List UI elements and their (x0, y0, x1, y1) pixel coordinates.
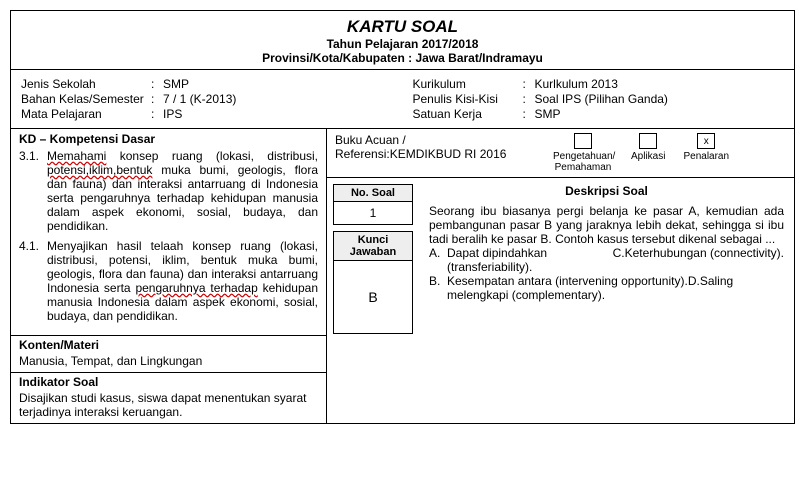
soal-stem: Seorang ibu biasanya pergi belanja ke pa… (429, 204, 784, 246)
year: Tahun Pelajaran 2017/2018 (11, 37, 794, 51)
indikator-header: Indikator Soal (11, 372, 326, 391)
header-block: KARTU SOAL Tahun Pelajaran 2017/2018 Pro… (11, 11, 794, 70)
buku-row: Buku Acuan / Referensi:KEMDIKBUD RI 2016… (327, 129, 794, 178)
jenis-label: Jenis Sekolah (21, 77, 151, 91)
info-left: Jenis Sekolah : SMP Bahan Kelas/Semester… (11, 70, 403, 128)
kur-label: Kurikulum (413, 77, 523, 91)
chk-aplikasi: Aplikasi (631, 133, 665, 173)
chk-box-3[interactable]: x (697, 133, 715, 149)
jenis-val: SMP (163, 77, 393, 91)
chk-box-2[interactable] (639, 133, 657, 149)
info-right: Kurikulum : Kurlkulum 2013 Penulis Kisi-… (403, 70, 795, 128)
soal-column: Deskripsi Soal Seorang ibu biasanya perg… (419, 178, 794, 423)
soal-title: Deskripsi Soal (429, 184, 784, 198)
kd-item-1: 3.1. Memahami konsep ruang (lokasi, dist… (19, 149, 318, 233)
option-b: B. Kesempatan antara (intervening opport… (429, 274, 784, 302)
kartu-soal-card: KARTU SOAL Tahun Pelajaran 2017/2018 Pro… (10, 10, 795, 424)
mapel-val: IPS (163, 107, 393, 121)
indikator-body: Disajikan studi kasus, siswa dapat menen… (11, 391, 326, 423)
satuan-label: Satuan Kerja (413, 107, 523, 121)
right-column: Buku Acuan / Referensi:KEMDIKBUD RI 2016… (327, 129, 794, 423)
kunci-table: Kunci Jawaban B (333, 231, 413, 334)
kd-header: KD – Kompetensi Dasar (11, 129, 326, 149)
chk-penalaran: x Penalaran (683, 133, 729, 173)
main-row: KD – Kompetensi Dasar 3.1. Memahami kons… (11, 129, 794, 423)
option-a: A. Dapat dipindahkan (transferiability).… (429, 246, 784, 274)
konten-body: Manusia, Tempat, dan Lingkungan (11, 354, 326, 372)
bahan-val: 7 / 1 (K-2013) (163, 92, 393, 106)
bahan-label: Bahan Kelas/Semester (21, 92, 151, 106)
checkbox-group: Pengetahuan/ Pemahaman Aplikasi x Penala… (553, 133, 729, 173)
region: Provinsi/Kota/Kabupaten : Jawa Barat/Ind… (11, 51, 794, 65)
info-row: Jenis Sekolah : SMP Bahan Kelas/Semester… (11, 70, 794, 129)
table-column: No. Soal 1 Kunci Jawaban B (327, 178, 419, 423)
konten-header: Konten/Materi (11, 335, 326, 354)
penulis-label: Penulis Kisi-Kisi (413, 92, 523, 106)
no-soal-table: No. Soal 1 (333, 184, 413, 225)
kd-column: KD – Kompetensi Dasar 3.1. Memahami kons… (11, 129, 327, 423)
mapel-label: Mata Pelajaran (21, 107, 151, 121)
chk-box-1[interactable] (574, 133, 592, 149)
penulis-val: Soal IPS (Pilihan Ganda) (535, 92, 785, 106)
kd-item-2: 4.1. Menyajikan hasil telaah konsep ruan… (19, 239, 318, 323)
satuan-val: SMP (535, 107, 785, 121)
kd-body: 3.1. Memahami konsep ruang (lokasi, dist… (11, 149, 326, 335)
kur-val: Kurlkulum 2013 (535, 77, 785, 91)
desk-row: No. Soal 1 Kunci Jawaban B Deskripsi Soa… (327, 178, 794, 423)
title: KARTU SOAL (11, 17, 794, 37)
buku-label: Buku Acuan / Referensi:KEMDIKBUD RI 2016 (335, 133, 545, 173)
chk-pengetahuan: Pengetahuan/ Pemahaman (553, 133, 613, 173)
